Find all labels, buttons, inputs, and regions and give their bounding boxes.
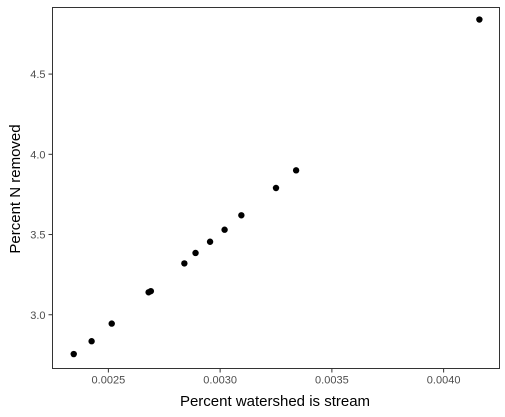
x-tick-label: 0.0040 — [427, 375, 461, 387]
data-point — [221, 226, 228, 233]
x-tick-label: 0.0030 — [203, 375, 237, 387]
x-axis-title: Percent watershed is stream — [180, 393, 370, 410]
data-point — [147, 287, 155, 295]
y-axis-title: Percent N removed — [7, 124, 24, 253]
data-point — [192, 249, 199, 257]
y-axis: 3.0 3.5 4.0 4.5 — [30, 69, 53, 322]
data-point — [181, 260, 188, 267]
data-points — [70, 16, 483, 358]
x-tick-label: 0.0025 — [92, 375, 126, 387]
data-point — [476, 16, 483, 23]
x-axis: 0.0025 0.0030 0.0035 0.0040 — [92, 368, 461, 387]
y-tick-label: 4.5 — [30, 69, 45, 81]
data-point — [88, 338, 95, 345]
y-tick-label: 3.5 — [30, 230, 45, 242]
data-point — [238, 212, 245, 219]
data-point — [272, 184, 280, 192]
data-point — [206, 238, 214, 245]
data-point — [108, 320, 115, 327]
data-point — [70, 350, 77, 358]
y-tick-label: 3.0 — [30, 310, 45, 322]
x-tick-label: 0.0035 — [315, 375, 349, 387]
y-tick-label: 4.0 — [30, 149, 45, 161]
data-point — [292, 167, 300, 174]
